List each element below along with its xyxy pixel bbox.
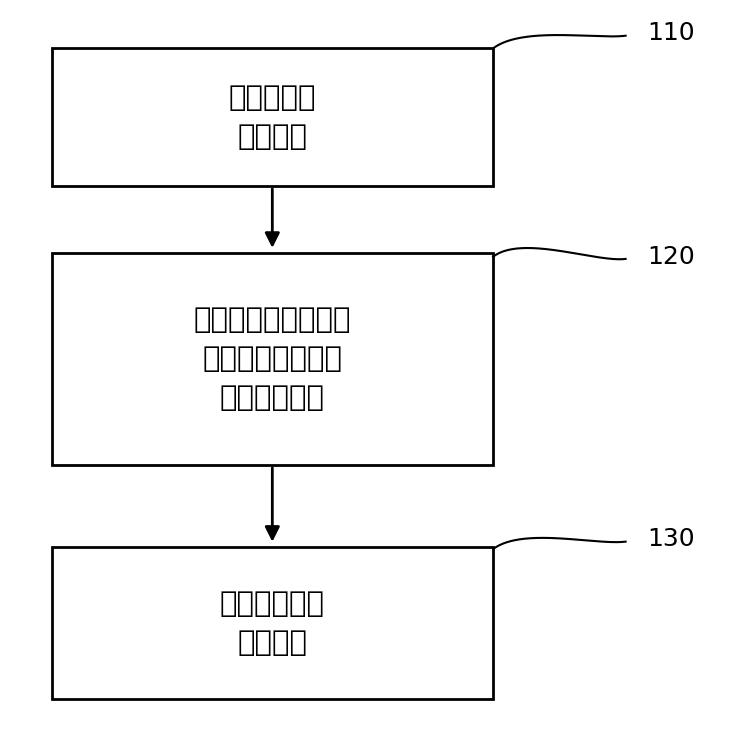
Text: 由时频谱计算
出幅度谱: 由时频谱计算 出幅度谱: [220, 589, 325, 657]
Text: 110: 110: [648, 22, 696, 45]
Text: 120: 120: [648, 245, 696, 269]
Bar: [52, 547, 493, 699]
Bar: [52, 253, 493, 465]
Text: 对各帧进行离散傅里
叶变换，获得带噪
语音的时频谱: 对各帧进行离散傅里 叶变换，获得带噪 语音的时频谱: [194, 306, 351, 412]
Text: 对带噪语音
分帧加窗: 对带噪语音 分帧加窗: [229, 83, 316, 151]
Text: 130: 130: [648, 527, 696, 551]
Bar: [52, 48, 493, 186]
